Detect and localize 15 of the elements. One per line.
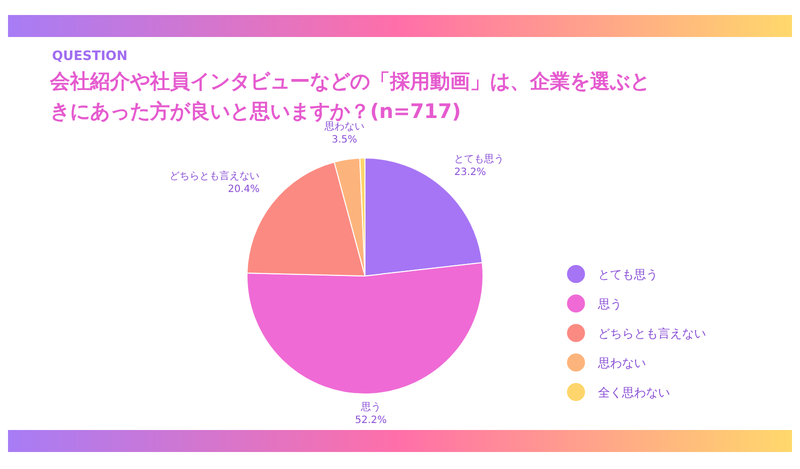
slice-label: どちらとも言えない [170, 170, 260, 182]
chart-title: 会社紹介や社員インタビューなどの「採用動画」は、企業を選ぶときにあった方が良いと思いますか？(n=717) [50, 68, 651, 123]
legend-label: 全く思わない [598, 386, 670, 400]
legend-label: 思う [597, 297, 622, 311]
chart-subtitle: QUESTION [52, 49, 128, 64]
data-label: 3.5% [332, 134, 358, 146]
slice-label: とても思う [454, 154, 504, 166]
data-label: 20.4% [228, 184, 260, 196]
data-label: 52.2% [355, 414, 387, 426]
legend-label: とても思う [598, 268, 658, 282]
slice-label: 思わない [323, 122, 364, 133]
slice-label: 思う [360, 402, 381, 413]
data-label: 23.2% [454, 167, 486, 178]
legend-label: どちらとも言えない [598, 326, 706, 340]
legend-label: 思わない [597, 356, 646, 370]
